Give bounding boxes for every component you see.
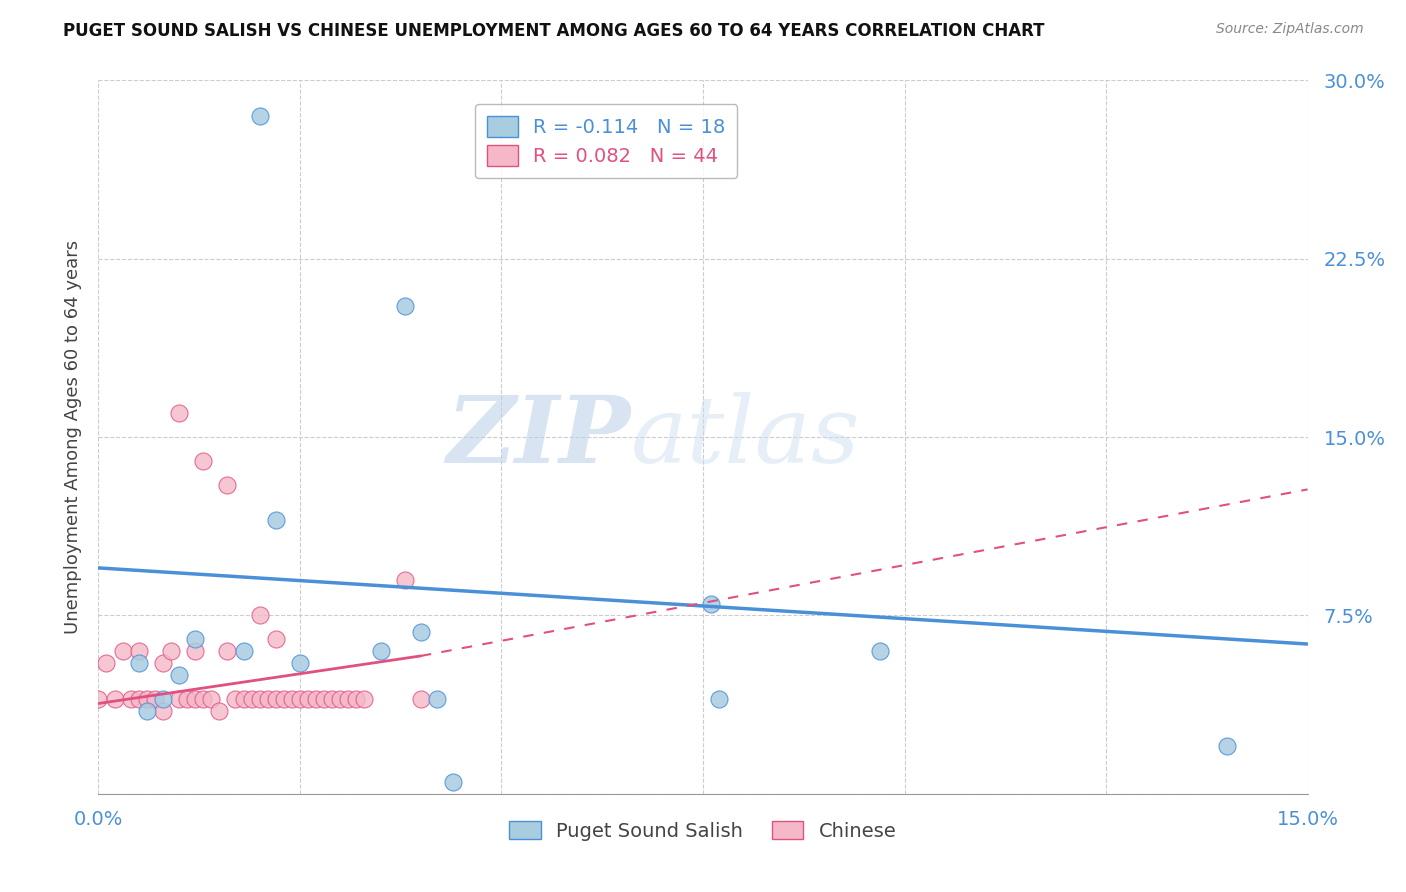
Point [297, 691, 319, 706]
Point [217, 644, 239, 658]
Point [128, 644, 150, 658]
Point [193, 454, 215, 468]
Point [176, 691, 198, 706]
Point [200, 691, 222, 706]
Point [264, 513, 287, 527]
Point [128, 691, 150, 706]
Point [167, 691, 190, 706]
Point [329, 691, 352, 706]
Y-axis label: Unemployment Among Ages 60 to 64 years: Unemployment Among Ages 60 to 64 years [63, 240, 82, 634]
Point [87, 691, 110, 706]
Point [217, 477, 239, 491]
Point [264, 691, 287, 706]
Point [249, 608, 271, 623]
Point [288, 691, 311, 706]
Point [167, 406, 190, 420]
Point [288, 656, 311, 670]
Point [700, 597, 723, 611]
Point [305, 691, 328, 706]
Point [337, 691, 360, 706]
Point [1216, 739, 1239, 754]
Point [120, 691, 142, 706]
Point [344, 691, 367, 706]
Point [232, 691, 254, 706]
Point [103, 691, 125, 706]
Point [152, 656, 174, 670]
Point [193, 691, 215, 706]
Point [273, 691, 295, 706]
Point [152, 704, 174, 718]
Point [394, 573, 416, 587]
Text: Source: ZipAtlas.com: Source: ZipAtlas.com [1216, 22, 1364, 37]
Point [409, 625, 432, 640]
Point [143, 691, 166, 706]
Point [256, 691, 278, 706]
Legend: Puget Sound Salish, Chinese: Puget Sound Salish, Chinese [502, 813, 904, 848]
Point [160, 644, 183, 658]
Text: ZIP: ZIP [446, 392, 630, 482]
Point [353, 691, 375, 706]
Point [314, 691, 336, 706]
Point [249, 109, 271, 123]
Point [224, 691, 246, 706]
Point [96, 656, 118, 670]
Point [321, 691, 343, 706]
Point [167, 668, 190, 682]
Point [232, 644, 254, 658]
Point [208, 704, 231, 718]
Point [281, 691, 304, 706]
Point [409, 691, 432, 706]
Point [184, 632, 207, 647]
Point [426, 691, 449, 706]
Point [135, 691, 157, 706]
Point [249, 691, 271, 706]
Point [370, 644, 392, 658]
Point [394, 299, 416, 313]
Point [184, 644, 207, 658]
Point [869, 644, 891, 658]
Point [128, 656, 150, 670]
Text: PUGET SOUND SALISH VS CHINESE UNEMPLOYMENT AMONG AGES 60 TO 64 YEARS CORRELATION: PUGET SOUND SALISH VS CHINESE UNEMPLOYME… [63, 22, 1045, 40]
Point [111, 644, 134, 658]
Point [240, 691, 263, 706]
Point [135, 704, 157, 718]
Text: atlas: atlas [630, 392, 860, 482]
Point [184, 691, 207, 706]
Point [264, 632, 287, 647]
Point [441, 775, 464, 789]
Point [152, 691, 174, 706]
Point [707, 691, 730, 706]
